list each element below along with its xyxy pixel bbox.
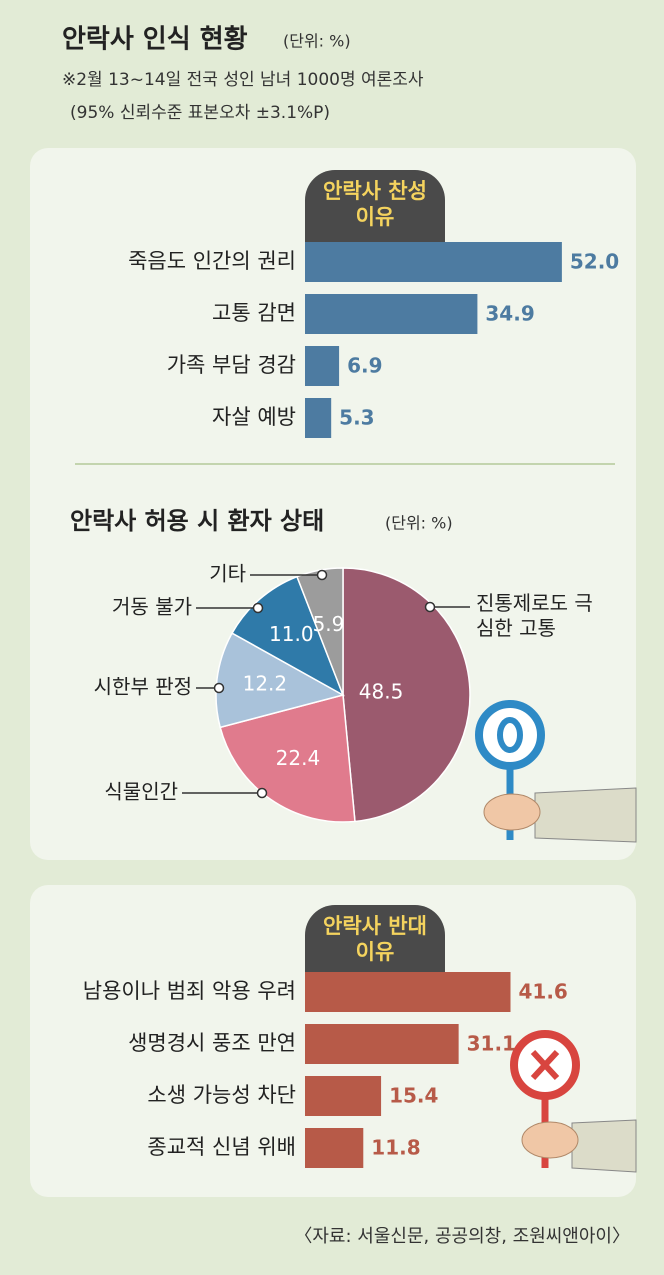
pie-slice <box>219 694 356 823</box>
tab-title: 안락사 찬성 이유 <box>323 179 427 230</box>
bar <box>305 1128 364 1168</box>
category-label: 식물인간 <box>104 780 178 804</box>
category-label: 고통 감면 <box>212 301 296 325</box>
category-label: 남용이나 범죄 악용 우려 <box>83 979 296 1003</box>
note: ※2월 13~14일 전국 성인 남녀 1000명 여론조사 <box>62 70 424 90</box>
bar <box>305 1024 459 1064</box>
value-label: 5.3 <box>339 406 374 430</box>
leader-dot <box>252 602 264 614</box>
chart-title: 안락사 허용 시 환자 상태 <box>70 507 324 535</box>
value-label: 11.0 <box>269 622 314 646</box>
category-label: 기타 <box>209 562 246 586</box>
leader-dot <box>213 682 225 694</box>
value-label: 15.4 <box>389 1084 438 1108</box>
leader-dot <box>316 569 328 581</box>
category-label: 가족 부담 경감 <box>167 353 296 377</box>
category-label: 거동 불가 <box>112 595 192 619</box>
value-label: 48.5 <box>359 680 404 704</box>
pie-slice <box>342 567 471 823</box>
bar <box>305 242 562 282</box>
bar <box>305 398 332 438</box>
category-label: 자살 예방 <box>212 405 296 429</box>
tab-title: 안락사 반대 이유 <box>323 914 427 965</box>
category-label: 소생 가능성 차단 <box>147 1083 296 1107</box>
panel <box>30 148 636 860</box>
category-label: 시한부 판정 <box>94 675 192 699</box>
value-label: 22.4 <box>276 746 321 770</box>
leader-dot <box>256 787 268 799</box>
bar <box>305 972 511 1012</box>
value-label: 6.9 <box>347 354 382 378</box>
value-label: 41.6 <box>519 980 568 1004</box>
tab <box>305 200 445 242</box>
note: (95% 신뢰수준 표본오차 ±3.1%P) <box>70 103 330 123</box>
unit: (단위: %) <box>385 514 453 533</box>
bar <box>305 1076 382 1116</box>
leader-dot <box>424 601 436 613</box>
tab <box>305 935 445 973</box>
source: 〈자료: 서울신문, 공공의창, 조원씨앤아이〉 <box>294 1226 630 1247</box>
bar <box>305 346 340 386</box>
value-label: 12.2 <box>243 672 288 696</box>
x-sign <box>510 1030 637 1173</box>
pie-slice <box>296 567 344 696</box>
category-label: 죽음도 인간의 권리 <box>128 249 296 273</box>
unit: (단위: %) <box>283 32 351 51</box>
title: 안락사 인식 현황 <box>62 25 248 55</box>
value-label: 52.0 <box>570 250 619 274</box>
o-sign <box>475 700 637 843</box>
category-label: 생명경시 풍조 만연 <box>128 1031 296 1055</box>
bar <box>305 294 478 334</box>
value-label: 5.9 <box>313 612 345 636</box>
value-label: 11.8 <box>371 1136 420 1160</box>
pie-slice <box>215 632 345 729</box>
value-label: 34.9 <box>485 302 534 326</box>
category-label: 진통제로도 극심한 고통 <box>476 591 593 640</box>
category-label: 종교적 신념 위배 <box>147 1135 296 1159</box>
value-label: 31.1 <box>467 1032 516 1056</box>
